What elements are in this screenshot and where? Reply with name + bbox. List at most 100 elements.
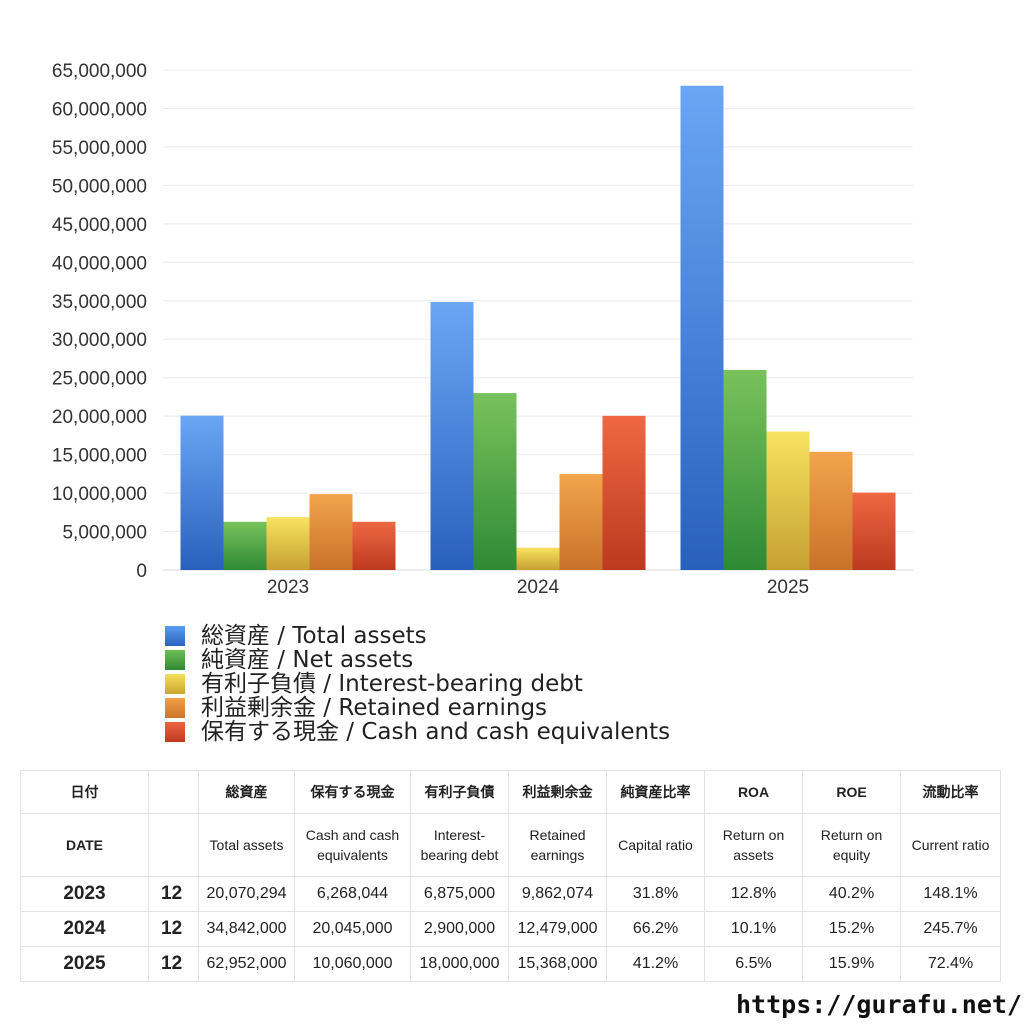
table-row: 2024 12 34,842,000 20,045,000 2,900,000 … [20,911,1001,947]
bar [223,521,267,570]
site-url: https://gurafu.net/ [736,990,1022,1019]
table-row: 2025 12 62,952,000 10,060,000 18,000,000… [20,946,1001,982]
legend-swatch [165,698,185,718]
header-cell [148,813,199,877]
month-cell: 12 [148,911,199,947]
y-tick-label: 0 [136,561,147,582]
table-cell: 20,070,294 [198,876,295,912]
legend-item-net-assets: 純資産 / Net assets [165,648,670,672]
year-cell: 2024 [20,911,149,947]
x-tick-label: 2025 [767,577,809,598]
table-cell: 41.2% [606,946,705,982]
y-tick-label: 25,000,000 [52,369,147,390]
legend-item-interest-bearing-debt: 有利子負債 / Interest-bearing debt [165,672,670,696]
legend-label: 有利子負債 / Interest-bearing debt [201,671,583,697]
y-tick-label: 60,000,000 [52,99,147,120]
summary-table: 日付 総資産 保有する現金 有利子負債 利益剰余金 純資産比率 ROA ROE … [20,770,1001,982]
legend-swatch [165,626,185,646]
table-cell: 72.4% [900,946,1001,982]
header-cell: Retained earnings [508,813,607,877]
y-tick-label: 20,000,000 [52,407,147,428]
table-cell: 12.8% [704,876,803,912]
y-tick-label: 10,000,000 [52,484,147,505]
header-cell [148,770,199,814]
y-tick-label: 30,000,000 [52,330,147,351]
y-tick-label: 35,000,000 [52,292,147,313]
y-tick-label: 40,000,000 [52,253,147,274]
legend-label: 保有する現金 / Cash and cash equivalents [201,719,671,745]
legend-label: 利益剰余金 / Retained earnings [201,695,548,721]
table-cell: 34,842,000 [198,911,295,947]
header-cell: 利益剰余金 [508,770,607,814]
table-cell: 66.2% [606,911,705,947]
table-cell: 20,045,000 [294,911,411,947]
header-cell: Return on equity [802,813,901,877]
bar [766,431,810,570]
legend-swatch [165,722,185,742]
header-cell: Return on assets [704,813,803,877]
table-cell: 12,479,000 [508,911,607,947]
bar [473,393,517,570]
table-cell: 31.8% [606,876,705,912]
bar [852,492,896,570]
header-cell: Interest-bearing debt [410,813,509,877]
table-cell: 62,952,000 [198,946,295,982]
bar [180,415,224,570]
table-cell: 10.1% [704,911,803,947]
table-cell: 245.7% [900,911,1001,947]
x-tick-label: 2023 [267,577,309,598]
year-cell: 2023 [20,876,149,912]
bar [430,301,474,570]
header-cell: ROE [802,770,901,814]
header-cell: 日付 [20,770,149,814]
legend-item-retained-earnings: 利益剰余金 / Retained earnings [165,696,670,720]
x-tick-label: 2024 [517,577,560,598]
header-cell: 有利子負債 [410,770,509,814]
header-cell: 流動比率 [900,770,1001,814]
table-cell: 2,900,000 [410,911,509,947]
table-cell: 6,268,044 [294,876,411,912]
table-cell: 6,875,000 [410,876,509,912]
header-cell: 純資産比率 [606,770,705,814]
bar [516,547,560,570]
legend-label: 純資産 / Net assets [201,647,414,673]
bar-chart: 0 5,000,000 10,000,000 15,000,000 20,000,000… [52,61,913,598]
y-tick-label: 55,000,000 [52,138,147,159]
legend-swatch [165,674,185,694]
legend-swatch [165,650,185,670]
y-tick-label: 5,000,000 [62,523,147,544]
y-tick-label: 15,000,000 [52,446,147,467]
header-cell: 保有する現金 [294,770,411,814]
year-cell: 2025 [20,946,149,982]
y-tick-label: 65,000,000 [52,61,147,82]
bar [680,85,724,570]
bar [809,451,853,570]
table-header-row-en: DATE Total assets Cash and cash equivale… [20,813,1001,877]
table-cell: 15.2% [802,911,901,947]
y-tick-label: 50,000,000 [52,176,147,197]
header-cell: Current ratio [900,813,1001,877]
table-cell: 15,368,000 [508,946,607,982]
month-cell: 12 [148,876,199,912]
bar [559,474,603,570]
header-cell: DATE [20,813,149,877]
header-cell: Total assets [198,813,295,877]
table-cell: 18,000,000 [410,946,509,982]
table-row: 2023 12 20,070,294 6,268,044 6,875,000 9… [20,876,1001,912]
legend-label: 総資産 / Total assets [201,623,427,649]
legend: 総資産 / Total assets 純資産 / Net assets 有利子負… [165,624,670,744]
table-header-row-jp: 日付 総資産 保有する現金 有利子負債 利益剰余金 純資産比率 ROA ROE … [20,770,1001,814]
table-cell: 40.2% [802,876,901,912]
table-cell: 9,862,074 [508,876,607,912]
bar [266,517,310,570]
header-cell: Cash and cash equivalents [294,813,411,877]
bar [723,370,767,570]
bar [352,521,396,570]
bar [602,415,646,570]
table-cell: 148.1% [900,876,1001,912]
header-cell: 総資産 [198,770,295,814]
bar [309,494,353,570]
header-cell: ROA [704,770,803,814]
y-tick-label: 45,000,000 [52,215,147,236]
legend-item-total-assets: 総資産 / Total assets [165,624,670,648]
